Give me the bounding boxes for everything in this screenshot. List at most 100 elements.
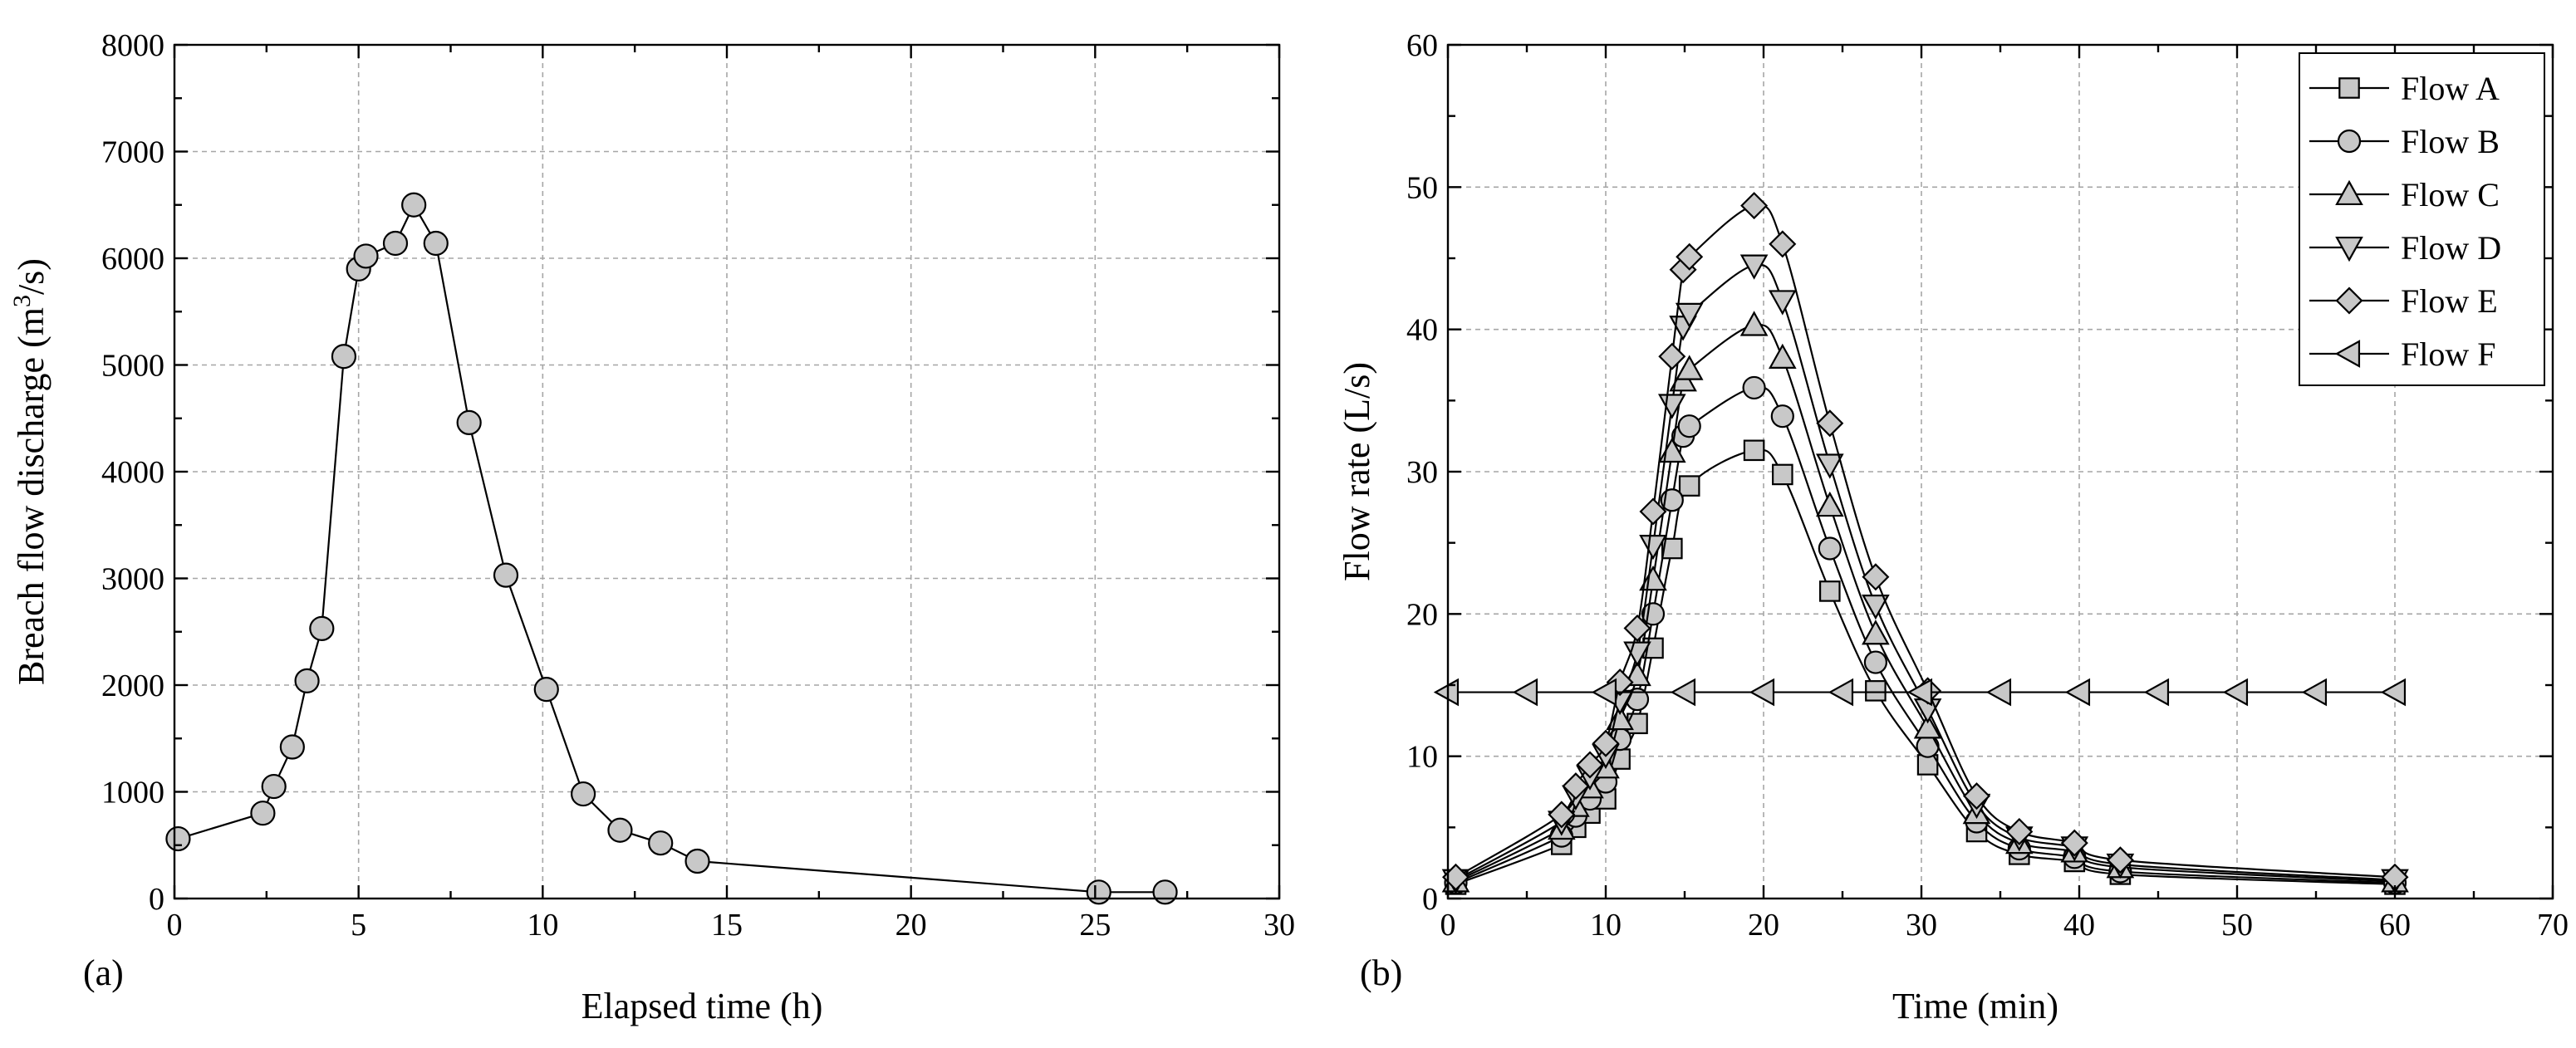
panel-b-point-flow-f-5: [1828, 678, 1854, 707]
panel-b-y-tick-label: 30: [1406, 455, 1438, 490]
panel-b-point-flow-d-11: [1739, 254, 1769, 280]
panel-b-point-flow-d-8: [1657, 394, 1686, 419]
panel-b-y-tick-label: 10: [1406, 740, 1438, 775]
legend-label: Flow C: [2401, 176, 2500, 213]
legend-item: Flow B: [2309, 123, 2500, 160]
legend-marker: [2335, 286, 2363, 315]
panel-a-point-breach-flow-discharge-1: [250, 801, 276, 826]
panel-b-grid: [1448, 45, 2553, 899]
panel-a-series-breach-flow-discharge: [165, 192, 1178, 905]
panel-a-y-tick-label: 3000: [101, 562, 164, 597]
panel-a-series: [165, 192, 1178, 905]
panel-b-legend: Flow A Flow B Flow C Flow D Flow E Flow F: [2299, 52, 2545, 386]
panel-b-point-flow-a-9: [1678, 475, 1700, 497]
panel-b-point-flow-c-14: [1862, 619, 1890, 645]
panel-a-point-breach-flow-discharge-13: [493, 562, 519, 588]
panel-b-point-flow-e-3: [1576, 751, 1604, 779]
panel-a-point-breach-flow-discharge-9: [382, 230, 409, 257]
panel-a-point-breach-flow-discharge-14: [533, 677, 559, 703]
panel-b-point-flow-f-9: [2143, 678, 2170, 707]
panel-b-point-flow-a-8: [1661, 537, 1683, 560]
panel-a-y-tick-label: 1000: [101, 776, 164, 810]
panel-a-point-breach-flow-discharge-18: [684, 848, 710, 874]
legend-marker: [2337, 129, 2362, 154]
panel-b-x-tick-label: 10: [1590, 908, 1622, 943]
legend-label: Flow A: [2401, 70, 2500, 107]
panel-b-y-tick-label: 60: [1406, 28, 1438, 63]
legend-item: Flow C: [2309, 176, 2500, 213]
panel-b-y-tick-label: 20: [1406, 597, 1438, 632]
legend-item: Flow D: [2309, 229, 2501, 267]
panel-b-point-flow-b-12: [1770, 404, 1794, 429]
panel-b-x-tick-label: 70: [2537, 908, 2569, 943]
legend-marker: [2338, 77, 2360, 99]
panel-b-series-flow-a: [1445, 439, 2406, 895]
legend-label: Flow D: [2401, 229, 2501, 267]
panel-b-point-flow-f-8: [2064, 678, 2091, 707]
panel-a-x-tick-label: 25: [1079, 908, 1111, 943]
panel-a-y-tick-label: 5000: [101, 349, 164, 384]
panel-a-x-tick-label: 10: [527, 908, 558, 943]
panel-b-x-axis-title: Time (min): [1892, 986, 2058, 1026]
panel-b-point-flow-b-14: [1863, 650, 1887, 674]
panel-a-x-tick-label: 5: [351, 908, 366, 943]
panel-a-y-tick-label: 6000: [101, 242, 164, 277]
panel-b-point-flow-d-13: [1815, 453, 1844, 479]
panel-a-point-breach-flow-discharge-2: [261, 773, 287, 800]
panel-b-point-flow-e-18: [2060, 829, 2088, 857]
panel-a-y-axis-title-unit: /s): [11, 258, 52, 295]
panel-b-label: (b): [1360, 953, 1402, 993]
panel-b-series-flow-f: [1433, 678, 2407, 707]
panel-b-point-flow-d-12: [1768, 290, 1797, 316]
legend-item: Flow E: [2309, 282, 2498, 320]
panel-b-point-flow-e-11: [1740, 192, 1769, 220]
panel-b-point-flow-d-7: [1639, 535, 1667, 561]
panel-b-point-flow-f-0: [1433, 678, 1460, 707]
panel-a-point-breach-flow-discharge-16: [607, 817, 633, 843]
panel-b-point-flow-b-13: [1818, 536, 1842, 561]
panel-a-point-breach-flow-discharge-3: [279, 734, 305, 760]
panel-b-point-flow-e-2: [1562, 772, 1590, 801]
panel-a-point-breach-flow-discharge-20: [1152, 879, 1178, 905]
legend-box: [2299, 52, 2545, 386]
panel-b-point-flow-e-6: [1623, 614, 1651, 642]
panel-a-x-axis-title: Elapsed time (h): [581, 986, 823, 1026]
panel-a-point-breach-flow-discharge-5: [309, 615, 335, 641]
legend-marker: [2335, 179, 2363, 206]
panel-b-point-flow-e-10: [1676, 242, 1704, 271]
panel-a-y-axis-title-main: Breach flow discharge (m: [11, 307, 52, 685]
panel-b-point-flow-d-14: [1862, 594, 1890, 620]
panel-b-ticks: 0 10 20 30 40 50 60 70 0 10 20 30 40 50 60: [1406, 28, 2569, 943]
panel-a-point-breach-flow-discharge-6: [331, 344, 357, 370]
panel-b-point-flow-a-13: [1865, 680, 1887, 702]
panel-a-point-breach-flow-discharge-10: [401, 192, 427, 218]
panel-b-point-flow-b-15: [1916, 734, 1940, 758]
panel-b-point-flow-e-12: [1769, 230, 1797, 258]
panel-a-x-tick-label: 30: [1263, 908, 1295, 943]
legend-label: Flow F: [2401, 335, 2496, 373]
panel-b-point-flow-b-11: [1742, 375, 1766, 400]
panel-a-x-tick-label: 20: [895, 908, 927, 943]
panel-b-x-tick-label: 40: [2063, 908, 2095, 943]
legend-item: Flow F: [2309, 335, 2496, 373]
panel-b-point-flow-e-14: [1862, 563, 1890, 591]
panel-a-point-breach-flow-discharge-12: [456, 409, 482, 435]
legend-item: Flow A: [2309, 70, 2500, 107]
panel-b-point-flow-e-19: [2106, 846, 2134, 874]
panel-b-x-tick-label: 30: [1906, 908, 1937, 943]
panel-b-point-flow-f-3: [1670, 678, 1696, 707]
panel-b-point-flow-b-10: [1677, 414, 1701, 438]
panel-a-point-breach-flow-discharge-11: [423, 230, 449, 257]
panel-b-y-tick-label: 40: [1406, 313, 1438, 348]
legend-marker: [2334, 340, 2361, 368]
panel-b-x-tick-label: 60: [2379, 908, 2411, 943]
panel-b-y-axis-title: Flow rate (L/s): [1337, 362, 1377, 581]
panel-b-point-flow-c-13: [1815, 491, 1844, 517]
panel-a-y-axis-title-superscript: 3: [8, 295, 36, 307]
panel-a-point-breach-flow-discharge-17: [648, 830, 674, 856]
panel-a-y-tick-label: 8000: [101, 28, 164, 63]
panel-a-y-axis-title: Breach flow discharge (m3/s): [8, 258, 52, 685]
panel-b-point-flow-f-12: [2380, 678, 2407, 707]
